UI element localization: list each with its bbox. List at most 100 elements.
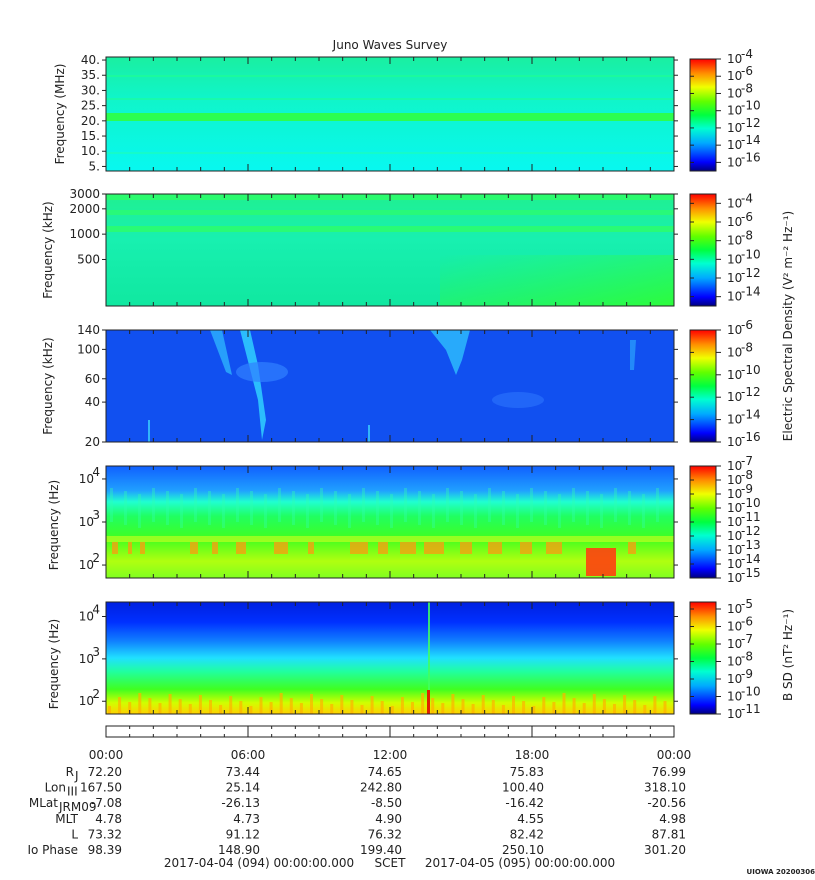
ephemeris-value: 73.32 bbox=[88, 827, 122, 841]
colorbar-tick-exponent: -6 bbox=[741, 615, 753, 629]
colorbar-tick-exponent: -16 bbox=[741, 150, 761, 164]
emission-feature bbox=[572, 488, 575, 522]
colorbar-tick-exponent: -5 bbox=[741, 597, 753, 611]
y-ticks: 5.10.15.20.25. 30.35.40. bbox=[81, 53, 678, 173]
emission-feature bbox=[614, 488, 617, 522]
colorbar-tick-label: 10 bbox=[727, 368, 742, 382]
emission-feature bbox=[278, 488, 281, 522]
colorbar-tick-label: 10 bbox=[727, 345, 742, 359]
low-freq-enhancement bbox=[440, 255, 674, 306]
colorbar-tick-label: 10 bbox=[727, 501, 742, 515]
colorbar-tick-label: 10 bbox=[727, 620, 742, 634]
ephemeris-label: L bbox=[71, 827, 78, 841]
y-tick-label: 10 bbox=[79, 694, 94, 708]
colorbar-tick-exponent: -4 bbox=[741, 47, 753, 61]
colorbar-tick-label: 10 bbox=[727, 707, 742, 721]
emission-feature bbox=[299, 703, 303, 714]
emission-feature bbox=[376, 491, 379, 525]
colorbar-tick-label: 10 bbox=[727, 234, 742, 248]
colorbar-tick-exponent: -7 bbox=[741, 454, 753, 468]
x-ticks bbox=[105, 330, 675, 442]
emission-feature bbox=[350, 542, 368, 554]
emission-feature bbox=[663, 701, 667, 714]
ephemeris-value: 82.42 bbox=[510, 827, 544, 841]
emission-feature bbox=[656, 488, 659, 522]
colorbar-tick-exponent: -12 bbox=[741, 116, 761, 130]
emission-band bbox=[106, 536, 674, 542]
ephemeris-value: 242.80 bbox=[360, 781, 402, 795]
y-tick-label: 3000 bbox=[69, 187, 100, 201]
y-tick-label: 35. bbox=[81, 68, 100, 82]
emission-feature bbox=[471, 704, 475, 714]
y-tick-label: 10 bbox=[79, 472, 94, 486]
emission-feature bbox=[542, 697, 546, 714]
emission-feature bbox=[418, 491, 421, 525]
emission-feature bbox=[546, 542, 562, 554]
emission-feature bbox=[178, 699, 182, 714]
emission-feature bbox=[188, 704, 192, 714]
spectrogram-5 bbox=[106, 602, 674, 714]
ephemeris-value: 76.99 bbox=[652, 765, 686, 779]
emission-feature bbox=[138, 693, 142, 714]
colorbar-tick-exponent: -10 bbox=[741, 363, 761, 377]
ephemeris-value: 4.90 bbox=[375, 812, 402, 826]
y-axis-label: Frequency (kHz) bbox=[41, 337, 55, 434]
emission-band bbox=[106, 210, 674, 215]
colorbar-tick-exponent: -11 bbox=[741, 510, 761, 524]
emission-feature bbox=[451, 694, 455, 714]
emission-feature bbox=[428, 602, 430, 714]
emission-feature bbox=[334, 491, 337, 525]
emission-feature bbox=[613, 704, 616, 714]
emission-feature bbox=[643, 705, 647, 714]
emission-feature bbox=[558, 494, 561, 528]
emission-line bbox=[106, 152, 674, 154]
y-tick-exponent: 3 bbox=[92, 508, 100, 522]
emission-feature bbox=[516, 494, 519, 528]
colorbar-tick-exponent: -8 bbox=[741, 229, 753, 243]
emission-feature bbox=[586, 548, 616, 576]
emission-feature bbox=[212, 542, 218, 554]
emission-feature bbox=[209, 700, 212, 714]
time-end: 2017-04-05 (095) 00:00:00.000 bbox=[425, 856, 615, 870]
y-tick-label: 500 bbox=[77, 252, 100, 266]
emission-feature bbox=[530, 488, 533, 522]
ephemeris-value: 98.39 bbox=[88, 843, 122, 857]
emission-feature bbox=[552, 702, 556, 714]
emission-feature bbox=[488, 542, 502, 554]
ephemeris-value: 4.73 bbox=[233, 812, 260, 826]
ephemeris-subscript: III bbox=[67, 785, 78, 799]
emission-feature bbox=[368, 425, 370, 442]
emission-feature bbox=[148, 698, 152, 714]
emission-feature bbox=[602, 699, 606, 714]
y-tick-label: 40 bbox=[85, 395, 100, 409]
emission-feature bbox=[474, 494, 477, 528]
colorbar-tick-exponent: -8 bbox=[741, 340, 753, 354]
colorbar-tick-label: 10 bbox=[727, 52, 742, 66]
emission-features bbox=[110, 488, 659, 554]
ephemeris-table: R J 72.20 73.44 74.65 75.83 76.99 Lon III 167.50 2… bbox=[27, 765, 686, 857]
emission-feature bbox=[128, 542, 132, 554]
ephemeris-value: 4.98 bbox=[659, 812, 686, 826]
ephemeris-value: 301.20 bbox=[644, 843, 686, 857]
emission-feature bbox=[404, 488, 407, 522]
emission-feature bbox=[168, 694, 172, 714]
colorbar-tick-label: 10 bbox=[727, 413, 742, 427]
emission-feature bbox=[310, 694, 313, 714]
chart-title: Juno Waves Survey bbox=[332, 38, 448, 52]
colorbar-tick-label: 10 bbox=[727, 271, 742, 285]
colorbar-tick-label: 10 bbox=[727, 543, 742, 557]
emission-feature bbox=[110, 488, 113, 522]
ephemeris-value: 74.65 bbox=[368, 765, 402, 779]
y-tick-label: 10 bbox=[79, 515, 94, 529]
ephemeris-label: R bbox=[66, 765, 74, 779]
emission-feature bbox=[491, 700, 495, 714]
colorbar-tick-exponent: -8 bbox=[741, 81, 753, 95]
emission-feature bbox=[229, 696, 233, 714]
y-axis-label: Frequency (Hz) bbox=[47, 619, 61, 710]
colorbar-1 bbox=[689, 58, 717, 172]
spectrogram-3 bbox=[106, 330, 674, 442]
y-tick-label: 25. bbox=[81, 99, 100, 113]
